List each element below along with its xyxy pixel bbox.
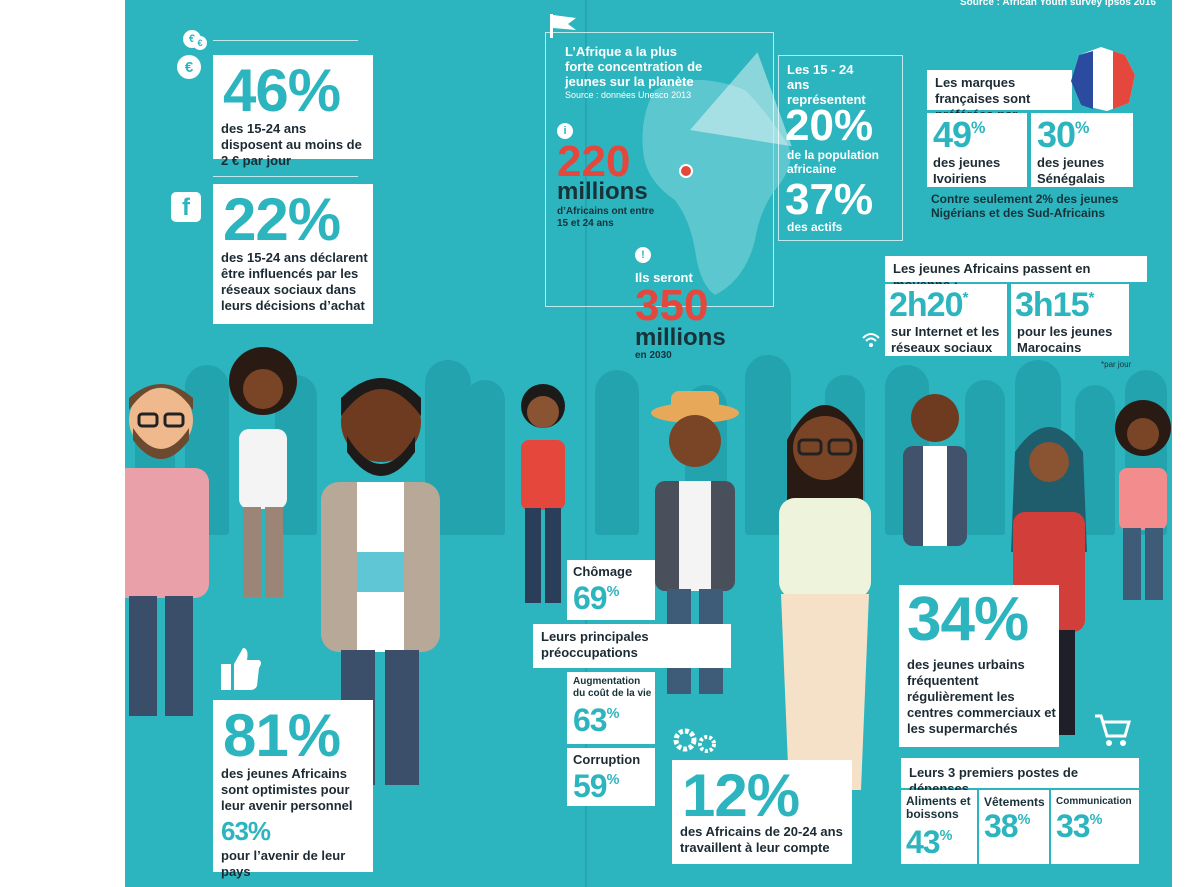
alert-icon: ! (635, 247, 651, 263)
brands-49-text: des jeunes Ivoiriens (933, 155, 1001, 186)
africa-title: L’Afrique a la plus forte concentration … (565, 44, 703, 89)
brands-49-card: 49% des jeunes Ivoiriens (927, 113, 1027, 187)
euro-icon: € (193, 36, 207, 50)
africa-map (642, 80, 791, 295)
concerns-title: Leurs principales préoccupations (541, 629, 649, 660)
time-internet-text: sur Internet et les réseaux sociaux (891, 324, 1000, 355)
africa-220-text: d’Africains ont entre 15 et 24 ans (557, 206, 655, 229)
time-internet-value: 2h20* (889, 286, 968, 324)
concerns-title-card: Leurs principales préoccupations (533, 624, 731, 668)
stat-card-12: 12% des Africains de 20-24 ans travaille… (672, 760, 852, 864)
stat-text: des Africains de 20-24 ans travaillent à… (680, 824, 843, 855)
person-illustration (521, 384, 565, 603)
stat-value: 12% (682, 762, 800, 829)
stat-text-country: pour l’avenir de leur pays (221, 848, 346, 879)
source-note: Source : African Youth survey Ipsos 2016 (960, 0, 1156, 8)
africa-seront: Ils seront (635, 270, 693, 285)
shopping-cart-icon (1095, 714, 1131, 746)
youth-share-20-value: 20% (785, 101, 874, 150)
stat-card-22: 22% des 15-24 ans déclarent être influen… (213, 184, 373, 324)
spending-item-value: 43% (906, 824, 952, 860)
spending-item-label: Communication (1056, 796, 1132, 807)
stat-value: 22% (223, 186, 341, 253)
concern-cout-label: Augmentation du coût de la vie (573, 676, 652, 699)
concern-corruption-card: Corruption 59% (567, 748, 655, 806)
concern-corruption-value: 59% (573, 768, 619, 804)
spending-item-value: 33% (1056, 808, 1102, 844)
stat-card-46: 46% des 15-24 ans disposent au moins de … (213, 55, 373, 168)
africa-350-text: en 2030 (635, 350, 672, 361)
spending-item-label: Vêtements (984, 795, 1045, 809)
stat-value: 81% (223, 702, 341, 769)
brands-30-value: 30% (1037, 114, 1089, 155)
concern-chomage-value: 69% (573, 580, 619, 616)
facebook-icon: f (171, 192, 201, 222)
location-marker (679, 164, 693, 178)
time-internet-card: 2h20* sur Internet et les réseaux sociau… (885, 284, 1007, 356)
brands-49-value: 49% (933, 114, 985, 155)
time-title-card: Les jeunes Africains passent en moyenne … (885, 256, 1147, 292)
stat-card-81: 81% des jeunes Africains sont optimistes… (213, 700, 373, 879)
time-note: *par jour (1101, 360, 1132, 369)
youth-share-37-value: 37% (785, 175, 874, 224)
flag-icon (550, 14, 576, 38)
brands-30-card: 30% des jeunes Sénégalais (1031, 113, 1133, 187)
wifi-icon (862, 333, 880, 347)
person-illustration (125, 384, 209, 716)
stat-value: 34% (907, 585, 1029, 654)
brands-30-text: des jeunes Sénégalais (1037, 155, 1105, 186)
time-maroc-text: pour les jeunes Marocains (1017, 324, 1113, 355)
infographic-canvas: Source : African Youth survey Ipsos 2016… (125, 0, 1172, 887)
spending-item-food: Aliments et boissons 43% (901, 790, 977, 864)
time-maroc-value: 3h15* (1015, 286, 1094, 324)
stat-text: des jeunes urbains fréquentent régulière… (907, 657, 1056, 736)
thumbs-up-icon (221, 648, 261, 690)
brands-title-card: Les marques françaises sont préférées pa… (927, 70, 1072, 122)
youth-share-panel (778, 55, 903, 241)
africa-350-unit: millions (635, 324, 726, 351)
stat-text: des 15-24 ans disposent au moins de 2 € … (221, 121, 362, 168)
person-illustration (903, 394, 967, 546)
youth-share-intro: Les 15 - 24 ans représentent (787, 62, 866, 107)
euro-icon: € (177, 55, 201, 79)
concern-cout-card: Augmentation du coût de la vie 63% (567, 672, 655, 744)
stat-text: des jeunes Africains sont optimistes pou… (221, 766, 353, 813)
spending-item-value: 38% (984, 808, 1030, 844)
spending-item-communication: Communication 33% (1051, 790, 1139, 864)
person-illustration (321, 378, 440, 785)
africa-source: Source : données Unesco 2013 (565, 90, 692, 100)
person-illustration (229, 347, 297, 597)
spending-item-label: Aliments et boissons (906, 794, 971, 821)
concern-cout-value: 63% (573, 702, 619, 738)
person-illustration (651, 391, 739, 694)
youth-share-20-text: de la population africaine (787, 148, 879, 176)
divider (213, 40, 358, 41)
page-fold (585, 0, 587, 887)
youth-share-37-text: des actifs (787, 220, 843, 234)
africa-350-value: 350 (635, 281, 709, 330)
spending-title-card: Leurs 3 premiers postes de dépenses (901, 758, 1139, 796)
brands-note: Contre seulement 2% des jeunes Nigérians… (931, 192, 1119, 220)
divider (213, 176, 358, 177)
stat-value-country: 63% (221, 816, 271, 846)
africa-220-unit: millions (557, 178, 648, 205)
concern-corruption-label: Corruption (573, 752, 641, 767)
stat-card-34: 34% des jeunes urbains fréquentent régul… (899, 585, 1059, 747)
person-illustration (779, 405, 871, 790)
stat-text: des 15-24 ans déclarent être influencés … (221, 250, 368, 313)
africa-220-value: 220 (557, 137, 631, 186)
person-illustration (1115, 400, 1171, 600)
time-maroc-card: 3h15* pour les jeunes Marocains (1011, 284, 1129, 356)
gears-icon (673, 728, 716, 753)
spending-item-clothes: Vêtements 38% (979, 790, 1049, 864)
france-flag-map (1071, 47, 1135, 111)
concern-chomage-card: Chômage 69% (567, 560, 655, 620)
info-icon: i (557, 123, 573, 139)
stat-value: 46% (223, 57, 341, 124)
concern-chomage-label: Chômage (573, 564, 633, 579)
